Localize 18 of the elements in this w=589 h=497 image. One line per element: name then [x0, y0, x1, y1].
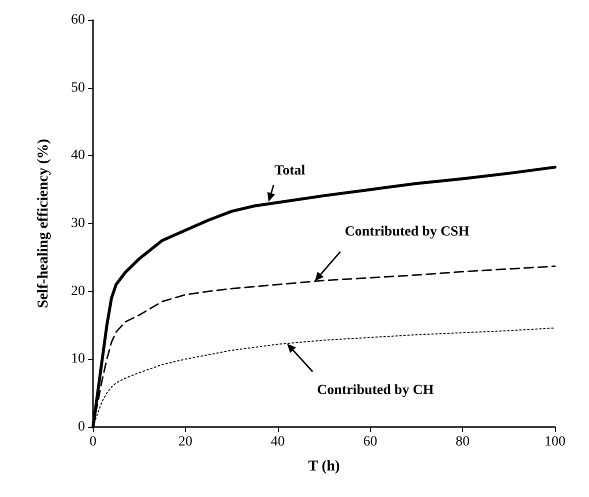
y-tick-label: 0 [78, 420, 85, 434]
annotation: Contributed by CH [317, 383, 434, 398]
x-tick-label: 20 [178, 434, 192, 450]
x-axis-title: T (h) [308, 458, 340, 474]
x-tick-label: 0 [90, 434, 96, 450]
x-tick-label: 100 [544, 434, 566, 450]
annotation: Total [274, 163, 306, 178]
x-tick-label: 80 [456, 434, 470, 450]
y-tick-label: 20 [71, 284, 85, 299]
x-tick-label: 40 [270, 434, 285, 450]
y-tick-label: 10 [71, 352, 85, 367]
y-tick-label: 60 [71, 12, 85, 28]
y-tick-label: 30 [71, 216, 85, 231]
x-tick-label: 60 [363, 434, 378, 450]
y-axis-title: Self-healing efficiency (%) [36, 138, 52, 308]
y-tick-label: 50 [71, 80, 85, 96]
annotation: Contributed by CSH [344, 224, 470, 240]
y-tick-label: 40 [71, 148, 85, 164]
